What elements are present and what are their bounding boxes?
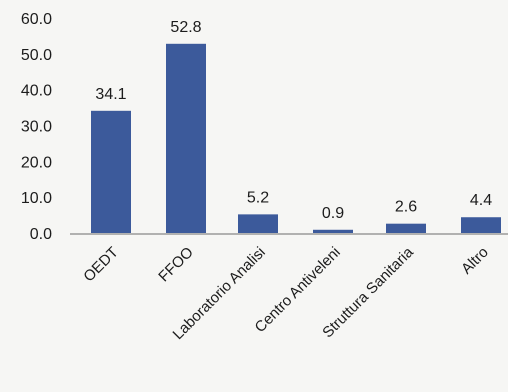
y-tick-label: 0.0	[30, 226, 52, 243]
y-tick-label: 30.0	[21, 119, 52, 136]
data-label: 4.4	[470, 192, 492, 209]
data-label: 2.6	[395, 199, 417, 216]
y-tick-label: 40.0	[21, 83, 52, 100]
data-label: 52.8	[170, 19, 201, 36]
y-tick-label: 10.0	[21, 190, 52, 207]
bar	[91, 110, 131, 233]
bar	[386, 223, 426, 233]
bars-group	[91, 43, 501, 233]
bar	[313, 229, 353, 233]
x-tick-label: Altro	[458, 244, 492, 278]
x-tick-label: FFOO	[155, 244, 196, 285]
value-labels-group: 34.1 52.8 5.2 0.9 2.6 4.4	[95, 19, 492, 222]
data-label: 34.1	[95, 86, 126, 103]
bar	[166, 43, 206, 233]
y-tick-label: 50.0	[21, 47, 52, 64]
bar	[461, 217, 501, 233]
y-tick-label: 20.0	[21, 154, 52, 171]
bar	[238, 214, 278, 233]
data-label: 5.2	[247, 189, 269, 206]
data-label: 0.9	[322, 205, 344, 222]
y-tick-label: 60.0	[21, 11, 52, 28]
y-axis: 0.0 10.0 20.0 30.0 40.0 50.0 60.0	[21, 11, 52, 243]
x-tick-label: OEDT	[80, 244, 121, 285]
